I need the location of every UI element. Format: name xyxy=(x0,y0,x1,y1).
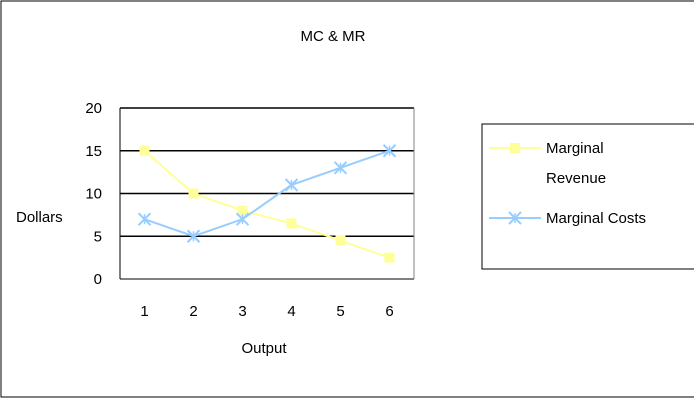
x-tick-label: 3 xyxy=(238,303,246,320)
legend-label-marginal-revenue: Marginal xyxy=(546,140,604,157)
data-point-marginal-costs xyxy=(382,144,397,158)
x-tick-label: 6 xyxy=(385,303,393,320)
data-point-marginal-revenue xyxy=(188,188,199,199)
y-tick-label: 0 xyxy=(94,271,102,288)
legend-entries: Marginal Revenue Marginal Costs xyxy=(489,140,646,227)
legend-label-marginal-revenue: Revenue xyxy=(546,170,606,187)
x-tick-label: 2 xyxy=(189,303,197,320)
data-point-marginal-revenue xyxy=(237,205,248,216)
x-tick-label: 4 xyxy=(287,303,295,320)
legend-marker-marginal-revenue xyxy=(510,143,520,153)
data-point-marginal-revenue xyxy=(384,252,395,263)
x-axis-label: Output xyxy=(241,340,287,357)
series-line-marginal-costs xyxy=(144,149,390,238)
x-tick-label: 1 xyxy=(140,303,148,320)
x-tick-label: 5 xyxy=(336,303,344,320)
legend-label-marginal-costs: Marginal Costs xyxy=(546,210,646,227)
data-point-marginal-costs xyxy=(137,212,152,226)
series-line-marginal-revenue xyxy=(143,149,390,259)
y-tick-label: 20 xyxy=(85,100,102,117)
y-tick-label: 5 xyxy=(94,228,102,245)
chart-title: MC & MR xyxy=(301,28,366,45)
y-tick-label: 10 xyxy=(85,186,102,203)
y-axis-label: Dollars xyxy=(16,209,63,226)
data-point-marginal-costs xyxy=(186,229,201,243)
data-point-marginal-costs xyxy=(235,212,250,226)
data-point-marginal-revenue xyxy=(139,145,150,156)
data-point-marginal-revenue xyxy=(286,218,297,229)
plot-area: 0 5 10 15 20 1 2 3 4 5 6 xyxy=(85,100,415,320)
legend: Marginal Revenue Marginal Costs xyxy=(481,123,694,270)
y-tick-label: 15 xyxy=(85,143,102,160)
legend-marker-marginal-costs xyxy=(508,211,522,225)
data-point-marginal-costs xyxy=(333,161,348,175)
data-point-marginal-costs xyxy=(284,178,299,192)
data-point-marginal-revenue xyxy=(335,235,346,246)
